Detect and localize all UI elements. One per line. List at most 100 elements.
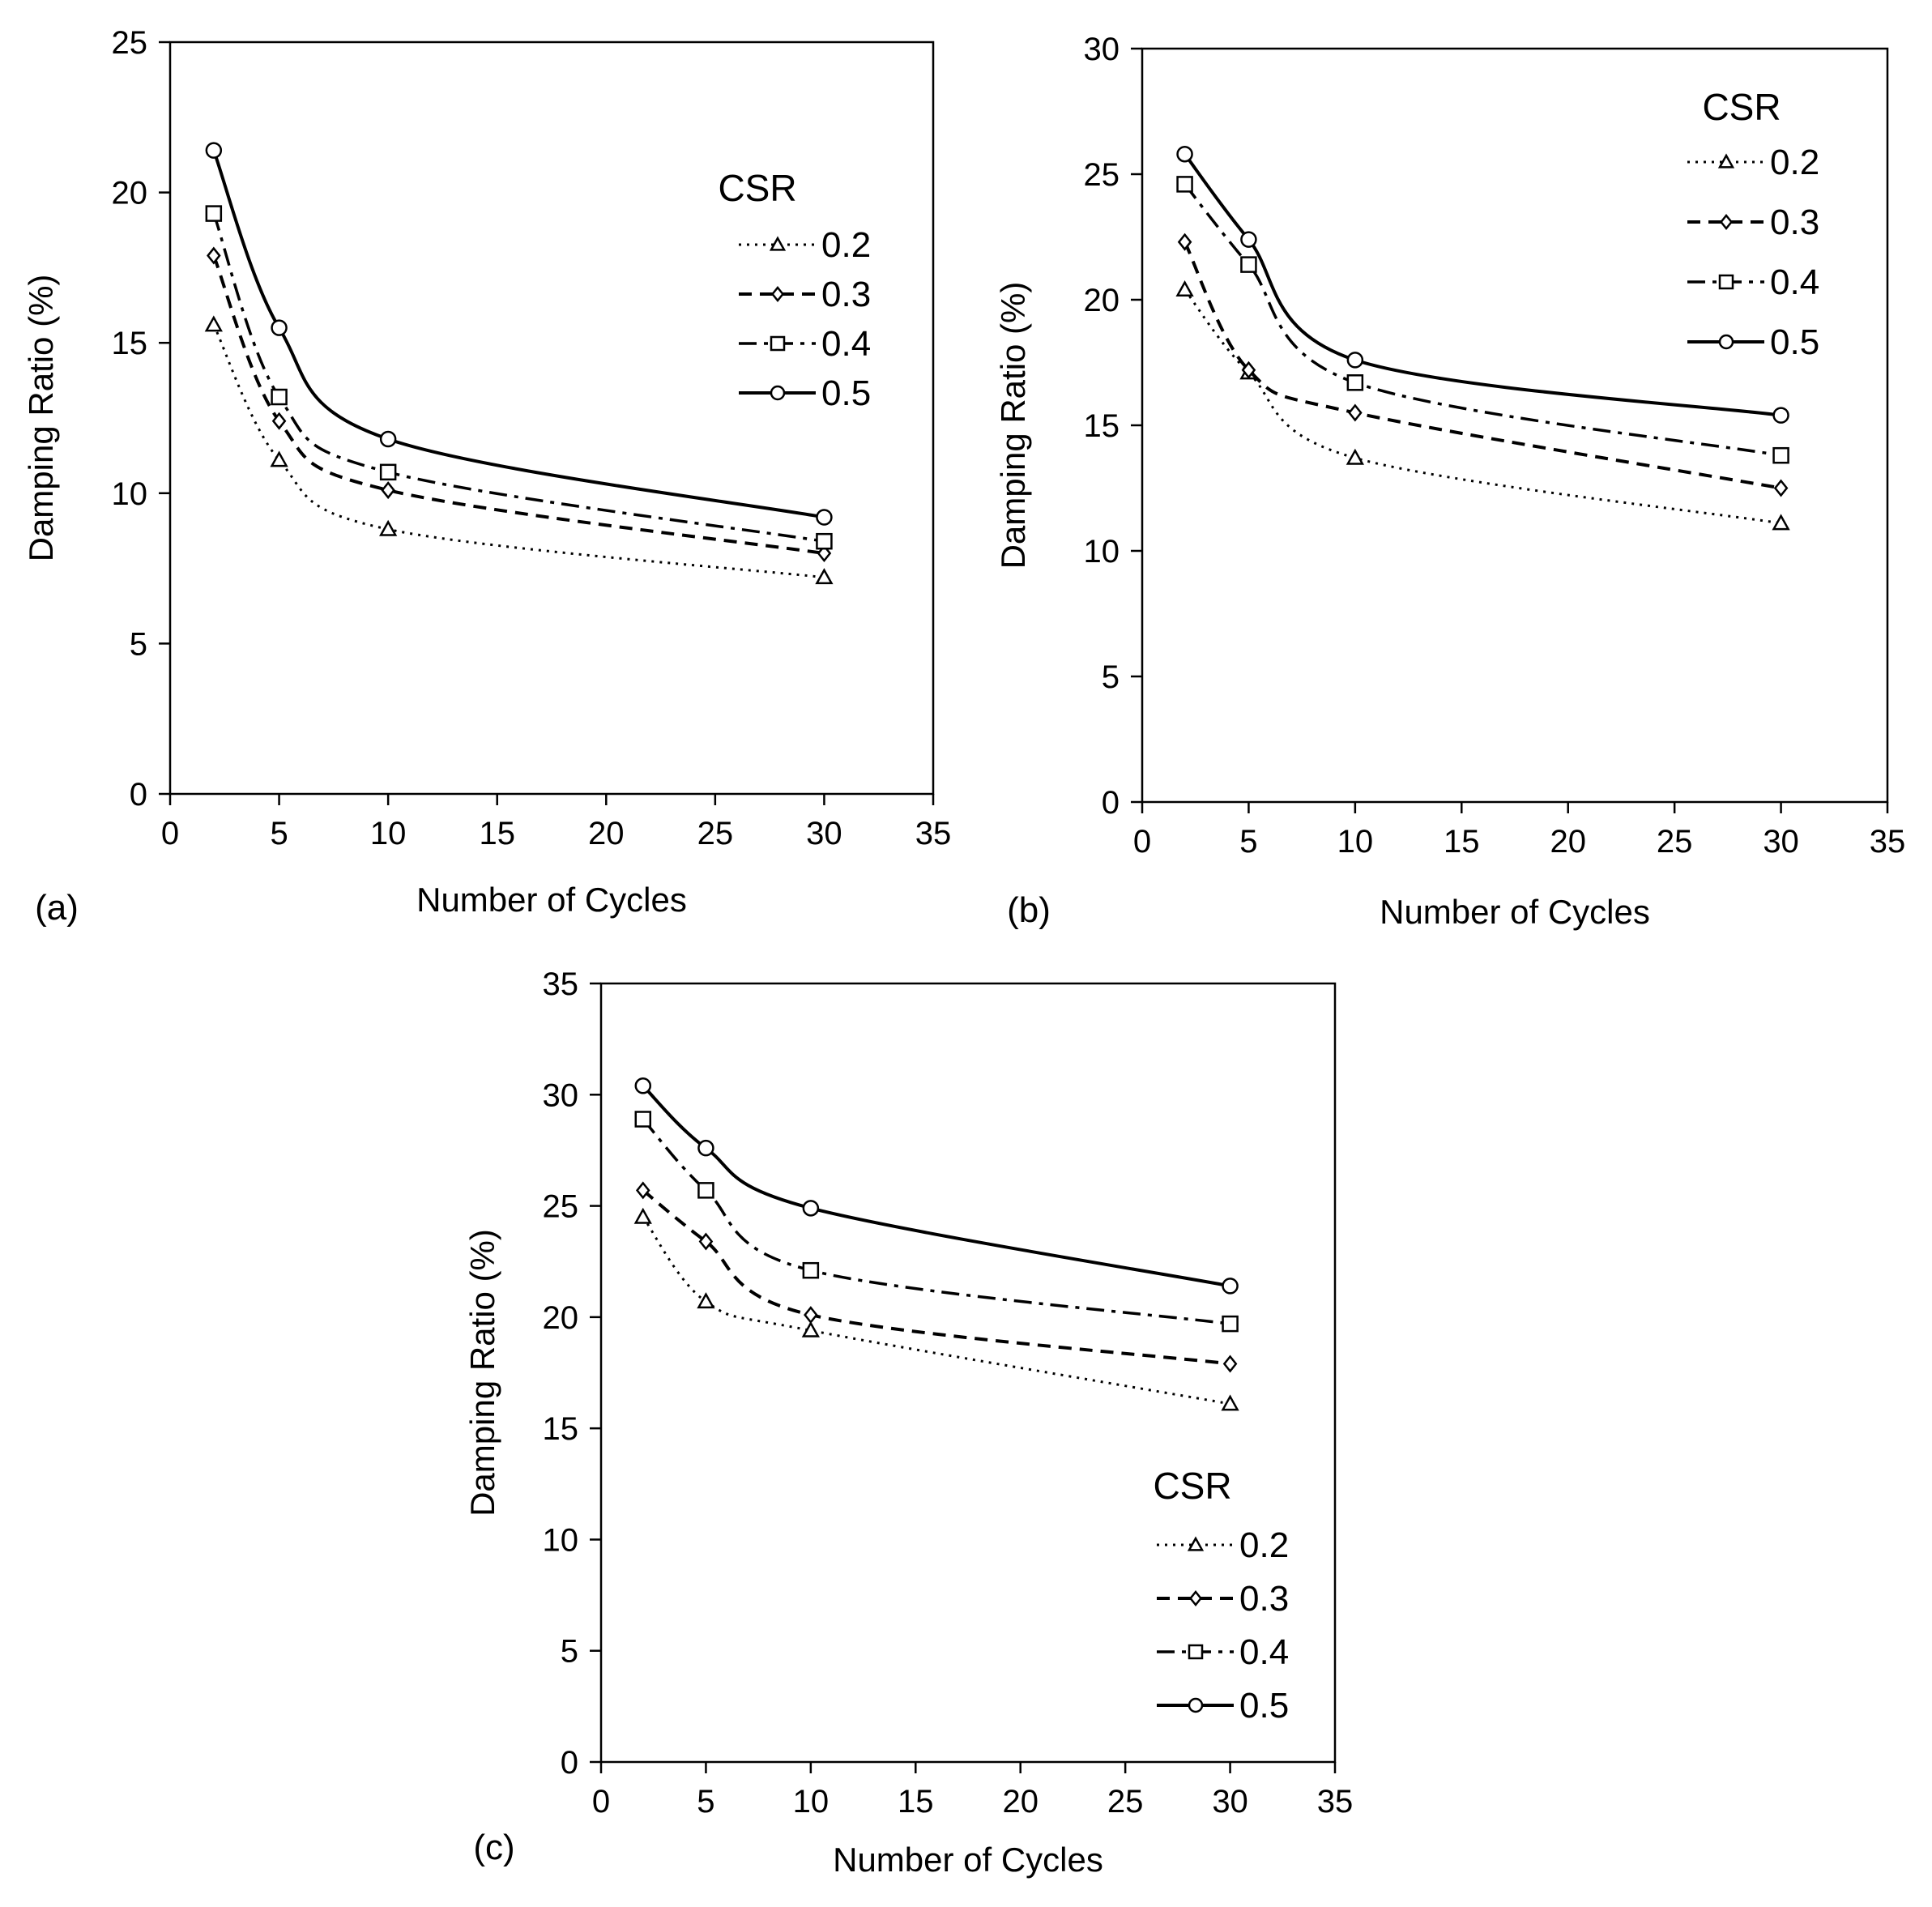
y-tick-label: 5 [1102,659,1120,695]
data-point-csr-0.3-n30 [1773,479,1789,497]
data-point-csr-0.3-n10 [804,1306,818,1325]
data-point-csr-0.2-n5 [270,450,288,467]
x-axis-title: Number of Cycles [416,881,687,919]
x-tick-label: 20 [1002,1784,1039,1820]
series-line-csr-0.3 [642,1188,1230,1366]
y-tick-label: 25 [543,1189,579,1225]
panel-label: (b) [1007,890,1051,930]
x-tick-label: 10 [1337,824,1374,860]
data-point-csr-0.3-n2 [635,1181,650,1200]
chart-panel-1: 0 5 10 15 20 25 0 5 10 15 20 25 30 35 Number of Cycles… [22,25,951,928]
x-tick-label: 15 [898,1784,934,1820]
x-tick-label: 0 [1133,824,1151,860]
x-tick-label: 25 [1107,1784,1144,1820]
data-point-csr-0.2-n2 [1175,280,1194,297]
x-tick-label: 30 [806,816,842,851]
data-point-csr-0.4-n2 [1176,176,1193,193]
legend-label-csr-0.5: 0.5 [821,373,871,413]
legend-label-csr-0.4: 0.4 [1239,1632,1289,1672]
legend-label-csr-0.3: 0.3 [1770,203,1819,242]
data-point-csr-0.2-n30 [1772,514,1790,531]
data-point-csr-0.2-n30 [1221,1394,1239,1411]
data-point-csr-0.3-n5 [271,412,287,430]
x-tick-label: 30 [1763,824,1799,860]
x-tick-label: 10 [793,1784,830,1820]
data-point-csr-0.3-n30 [817,544,832,563]
y-tick-label: 35 [543,966,579,1002]
data-point-csr-0.4-n5 [271,388,288,406]
data-point-csr-0.2-n2 [633,1207,652,1224]
data-point-csr-0.3-n2 [1177,233,1192,251]
data-point-csr-0.2-n30 [815,568,834,585]
y-tick-label: 20 [543,1300,579,1336]
x-tick-label: 35 [915,816,952,851]
chart-panel-2: 0 5 10 15 20 25 30 0 5 10 15 20 25 30 35 Number of Cycl… [994,32,1905,931]
panel-label: (a) [35,888,79,928]
y-axis-title: Damping Ratio (%) [463,1229,501,1517]
legend-title: CSR [1153,1465,1231,1507]
y-tick-label: 10 [543,1522,579,1558]
data-point-csr-0.2-n10 [1346,448,1364,465]
data-point-csr-0.4-n30 [816,532,833,550]
data-point-csr-0.3-n5 [1241,360,1256,379]
data-point-csr-0.5-n5 [697,1139,714,1157]
x-tick-label: 0 [161,816,179,851]
legend-marker-csr-0.2 [769,236,787,251]
series-line-csr-0.5 [642,1084,1230,1288]
legend-marker-csr-0.2 [1187,1536,1205,1551]
x-tick-label: 15 [479,816,515,851]
data-point-csr-0.5-n30 [1772,407,1789,424]
y-tick-label: 20 [112,176,148,211]
x-axis-title: Number of Cycles [833,1841,1103,1879]
data-point-csr-0.5-n30 [816,509,833,526]
x-tick-label: 20 [588,816,625,851]
series-line-csr-0.4 [212,212,825,543]
legend-title: CSR [1702,86,1781,128]
legend-title: CSR [718,167,796,209]
legend-marker-csr-0.3 [1719,213,1734,231]
x-tick-label: 5 [1239,824,1257,860]
series-line-csr-0.2 [212,324,825,579]
plot-frame [168,41,935,796]
plot-frame [599,982,1337,1764]
chart-panel-3: 0 5 10 15 20 25 30 35 0 5 10 15 20 25 30 35 Number of Cy… [463,966,1353,1879]
data-point-csr-0.3-n10 [381,481,395,500]
legend-label-csr-0.3: 0.3 [821,275,871,314]
y-tick-label: 20 [1084,283,1120,318]
data-point-csr-0.2-n2 [204,315,223,332]
x-tick-label: 0 [592,1784,610,1820]
legend-label-csr-0.5: 0.5 [1239,1686,1289,1726]
legend-label-csr-0.2: 0.2 [821,225,871,265]
series-line-csr-0.4 [642,1118,1230,1325]
x-tick-label: 25 [1657,824,1693,860]
data-point-csr-0.5-n2 [634,1077,652,1094]
data-point-csr-0.5-n10 [802,1200,820,1217]
y-tick-label: 30 [543,1077,579,1113]
data-point-csr-0.4-n10 [379,463,397,481]
legend-label-csr-0.5: 0.5 [1770,322,1819,362]
legend-marker-csr-0.5 [1188,1697,1204,1713]
x-tick-label: 15 [1444,824,1480,860]
y-tick-label: 5 [130,626,147,662]
y-tick-label: 10 [1084,534,1120,570]
data-point-csr-0.4-n10 [802,1261,820,1279]
legend-marker-csr-0.3 [1188,1589,1203,1607]
y-tick-label: 0 [130,777,147,813]
x-tick-label: 20 [1550,824,1586,860]
data-point-csr-0.5-n10 [379,430,397,448]
y-tick-label: 0 [561,1745,578,1781]
y-tick-label: 15 [112,326,148,361]
x-tick-label: 5 [697,1784,714,1820]
legend-label-csr-0.2: 0.2 [1239,1525,1289,1565]
series-line-csr-0.5 [211,149,825,519]
y-tick-label: 0 [1102,785,1120,821]
data-point-csr-0.3-n5 [698,1232,714,1251]
data-point-csr-0.5-n2 [205,142,223,159]
x-tick-label: 35 [1870,824,1906,860]
series-line-csr-0.3 [211,254,825,556]
series-line-csr-0.4 [1184,183,1781,457]
